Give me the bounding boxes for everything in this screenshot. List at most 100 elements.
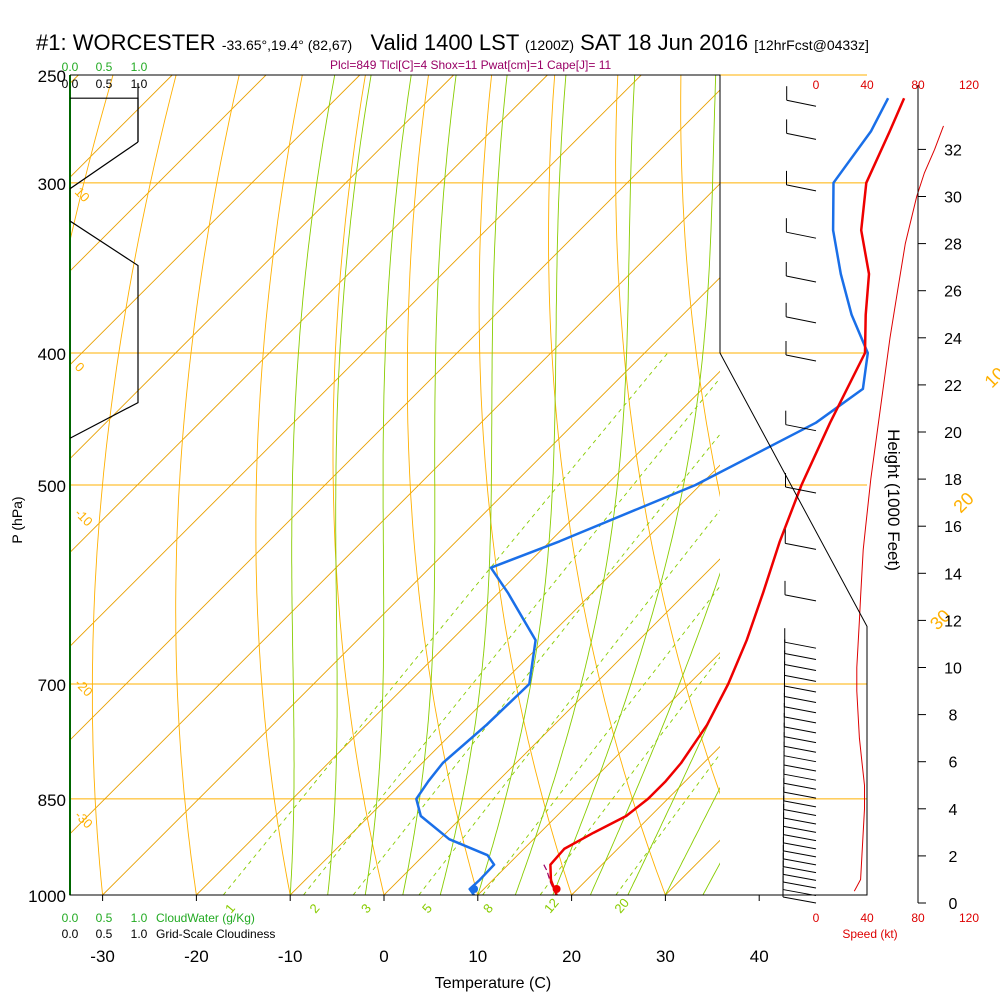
- wind-barb-flag: [784, 706, 817, 714]
- speed-tick-bottom: 40: [860, 911, 874, 925]
- speed-tick-top: 120: [959, 78, 979, 92]
- temp-tick-label: 0: [379, 947, 388, 966]
- temp-tick-label: -20: [184, 947, 209, 966]
- wind-barb-flag: [784, 726, 817, 734]
- moist-adiabat: [552, 75, 717, 895]
- height-tick-label: 4: [949, 802, 958, 819]
- isotherm-line: [477, 652, 720, 895]
- wind-barb-flag: [786, 316, 817, 324]
- y-axis-label: P (hPa): [9, 496, 25, 543]
- mixing-ratio-label: 3: [358, 901, 374, 916]
- forecast-label: [12hrFcst@0433z]: [754, 37, 869, 53]
- dry-adiabat: [996, 75, 1000, 895]
- height-tick-label: 2: [949, 849, 958, 866]
- station-coords: -33.65°,19.4° (82,67): [221, 37, 353, 53]
- wind-barb-flag: [785, 542, 817, 550]
- wind-barb-flag: [783, 881, 817, 889]
- dry-adiabat: [548, 75, 666, 895]
- isotherm-line: [70, 75, 548, 554]
- wind-barb-flag: [783, 764, 817, 772]
- pressure-tick-label: 300: [38, 175, 66, 194]
- moist-adiabat: [364, 75, 412, 895]
- pressure-tick-label: 850: [38, 791, 66, 810]
- cloudiness-label: Grid-Scale Cloudiness: [156, 927, 275, 941]
- wind-barb-flag: [786, 275, 817, 283]
- zulu-time: (1200Z): [524, 37, 575, 53]
- moist-adiabat: [439, 75, 508, 895]
- speed-label: Speed (kt): [842, 927, 897, 941]
- wind-barb-flag: [783, 773, 817, 781]
- isotherm-line: [70, 75, 454, 460]
- temperature-line: [549, 97, 906, 896]
- temp-tick-label: 40: [750, 947, 769, 966]
- temp-tick-label: 30: [656, 947, 675, 966]
- wind-barb-flag: [782, 896, 817, 904]
- wind-barb-flag: [783, 782, 817, 790]
- chart-title: #1: WORCESTER -33.65°,19.4° (82,67) Vali…: [36, 30, 869, 56]
- wind-barb-flag: [784, 716, 817, 724]
- cloudwater-tick-bottom: 0.0: [62, 911, 79, 925]
- height-tick-label: 28: [944, 237, 962, 254]
- dry-adiabat: [406, 75, 479, 895]
- wind-barb-flag: [784, 674, 817, 682]
- moist-adiabat: [477, 75, 567, 895]
- height-tick-label: 24: [944, 331, 962, 348]
- station-name: #1: WORCESTER: [36, 30, 216, 55]
- moist-adiabat: [627, 697, 720, 895]
- wind-barb-flag: [785, 354, 817, 362]
- parcel-line: [542, 863, 558, 896]
- isotherm-line: [196, 370, 720, 895]
- mixing-ratio-label: 5: [419, 901, 435, 916]
- isotherm-line: [70, 183, 720, 835]
- mixing-ratio-line: [539, 656, 720, 895]
- speed-tick-top: 40: [860, 78, 874, 92]
- dewpoint-line: [415, 97, 890, 896]
- mixing-ratio-line: [352, 433, 720, 895]
- cloudwater-tick-top: 0.0: [62, 60, 79, 74]
- stability-indices: Plcl=849 Tlcl[C]=4 Shox=11 Pwat[cm]=1 Ca…: [330, 58, 612, 72]
- dry-adiabat: [680, 75, 720, 498]
- valid-date: SAT 18 Jun 2016: [580, 30, 749, 55]
- moist-adiabat: [664, 786, 720, 895]
- cloudiness-tick-top: 1.0: [131, 77, 148, 91]
- wind-barb-flag: [784, 736, 817, 744]
- dry-adiabat: [91, 75, 177, 895]
- moist-adiabat: [402, 75, 457, 895]
- isotherm-label: 20: [949, 488, 977, 516]
- isotherm-line: [383, 558, 720, 895]
- wind-barb-flag: [785, 424, 817, 432]
- height-tick-label: 6: [949, 755, 958, 772]
- temp-tick-label: -30: [90, 947, 115, 966]
- cloudiness-line: [69, 141, 139, 439]
- temp-tick-label: -10: [278, 947, 303, 966]
- wind-barb-flag: [783, 850, 817, 858]
- wind-barb-flag: [783, 809, 817, 816]
- wind-barb-flag: [783, 866, 817, 874]
- mixing-ratio-label: 20: [611, 895, 632, 916]
- height-tick-label: 0: [949, 896, 958, 913]
- edge-temp-label: 10: [72, 184, 93, 205]
- isotherm-line: [70, 75, 267, 272]
- sounding-lines: [415, 97, 906, 896]
- height-tick-label: 22: [944, 378, 962, 395]
- cloudiness-top: [70, 97, 139, 142]
- edge-temp-label: -10: [72, 505, 96, 529]
- wind-barb-flag: [783, 834, 817, 842]
- x-axis-label: Temperature (C): [435, 975, 551, 992]
- dry-adiabat: [255, 75, 303, 895]
- cloudwater-tick-bottom: 1.0: [131, 911, 148, 925]
- isotherm-label: 10: [981, 363, 1000, 391]
- mixing-ratio-line: [222, 352, 669, 895]
- speed-profile: [853, 125, 944, 892]
- cloudiness-tick-bottom: 1.0: [131, 927, 148, 941]
- mixing-ratio-line: [482, 585, 720, 895]
- wind-barb-flag: [784, 594, 817, 602]
- pressure-tick-label: 400: [38, 345, 66, 364]
- mixing-ratio-line: [418, 509, 720, 895]
- pressure-tick-label: 250: [38, 67, 66, 86]
- pressure-tick-label: 1000: [28, 887, 66, 906]
- wind-barb-flag: [783, 873, 817, 881]
- plot-frame: [69, 74, 868, 896]
- wind-barb-flag: [784, 641, 817, 649]
